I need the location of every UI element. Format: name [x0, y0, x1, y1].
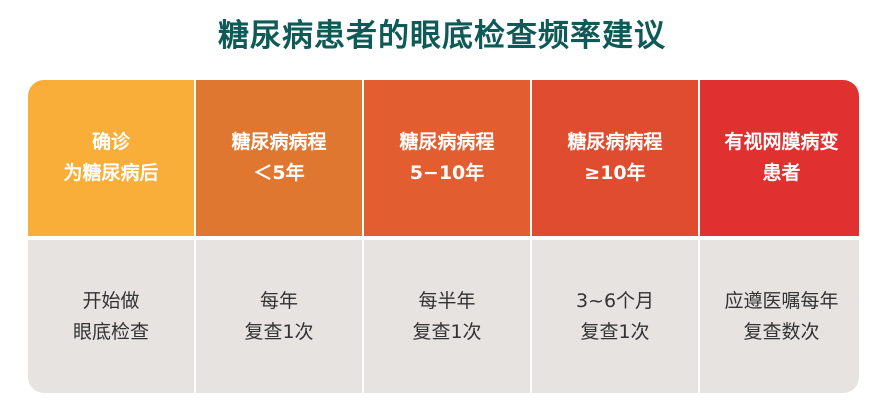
header-cell-retinopathy: 有视网膜病变 患者: [700, 80, 859, 236]
page-title: 糖尿病患者的眼底检查频率建议: [218, 18, 666, 54]
header-cell-under-5: 糖尿病病程 ＜5年: [196, 80, 362, 236]
header-cell-over-10: 糖尿病病程 ≥10年: [532, 80, 698, 236]
body-cell-5-10: 每半年 复查1次: [364, 240, 530, 393]
body-cell-diagnosis: 开始做 眼底检查: [28, 240, 194, 393]
body-cell-under-5: 每年 复查1次: [196, 240, 362, 393]
frequency-table: 确诊 为糖尿病后 糖尿病病程 ＜5年 糖尿病病程 5−10年 糖尿病病程 ≥10…: [28, 80, 859, 393]
body-cell-over-10: 3~6个月 复查1次: [532, 240, 698, 393]
header-cell-diagnosis: 确诊 为糖尿病后: [28, 80, 194, 236]
body-cell-retinopathy: 应遵医嘱每年 复查数次: [700, 240, 859, 393]
header-cell-5-10: 糖尿病病程 5−10年: [364, 80, 530, 236]
